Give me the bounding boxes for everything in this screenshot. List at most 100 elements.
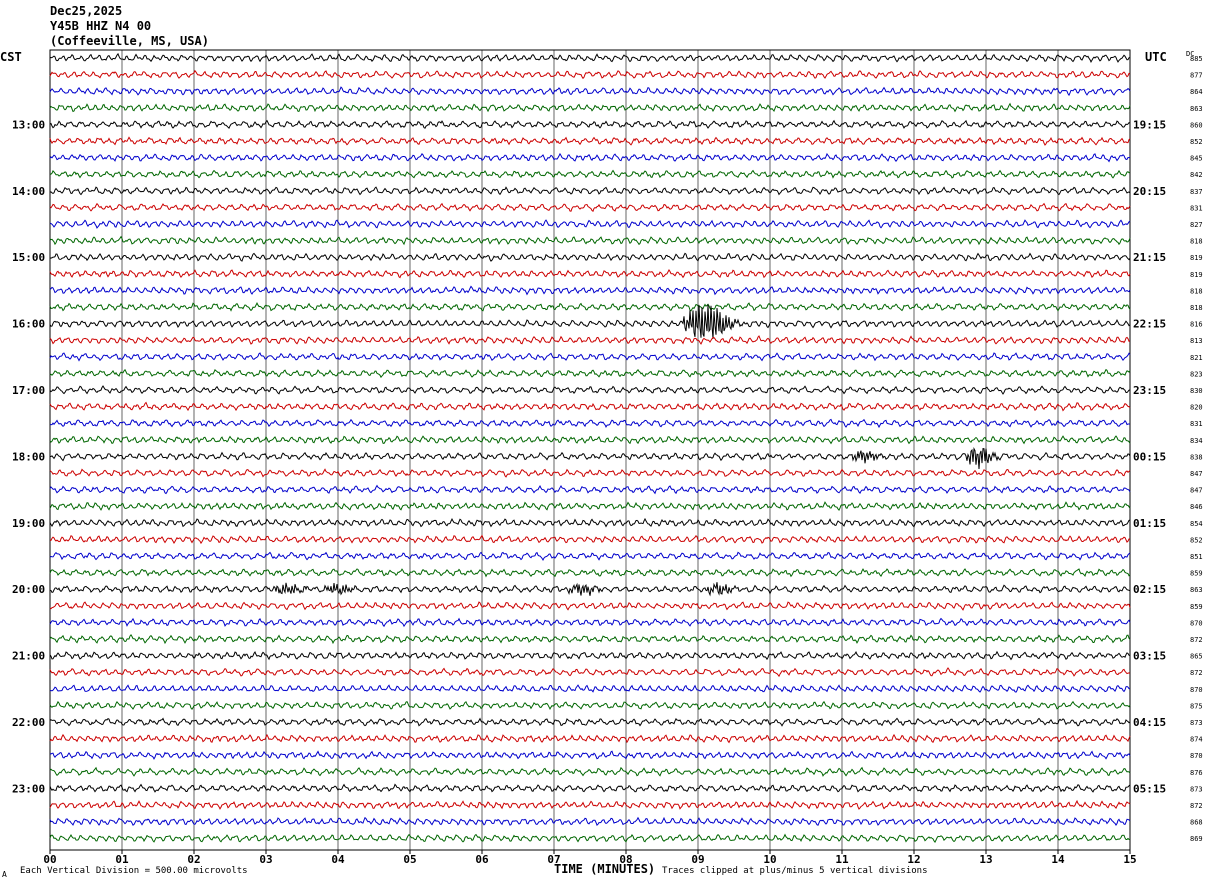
- utc-hour-label: 04:15: [1133, 716, 1166, 729]
- dc-value: 819: [1190, 271, 1203, 279]
- dc-value: 874: [1190, 736, 1203, 744]
- cst-hour-label: 17:00: [12, 384, 45, 397]
- trace-row-16: [49, 304, 1131, 339]
- dc-value: 868: [1190, 819, 1203, 827]
- dc-value: 837: [1190, 188, 1203, 196]
- trace-row-40: [49, 717, 1131, 727]
- trace-row-22: [49, 418, 1131, 429]
- dc-column-label: DC: [1186, 50, 1195, 58]
- dc-value: 865: [1190, 653, 1203, 661]
- dc-value: 818: [1190, 238, 1203, 246]
- dc-value: 869: [1190, 835, 1203, 843]
- dc-value: 845: [1190, 155, 1203, 163]
- trace-row-3: [49, 102, 1131, 113]
- trace-row-19: [49, 368, 1131, 379]
- trace-row-20: [49, 385, 1131, 395]
- dc-value: 834: [1190, 437, 1203, 445]
- dc-value: 813: [1190, 337, 1203, 345]
- x-tick-label: 10: [763, 853, 776, 866]
- trace-row-6: [49, 152, 1131, 163]
- dc-value: 847: [1190, 487, 1203, 495]
- dc-value: 873: [1190, 719, 1203, 727]
- trace-row-14: [49, 285, 1131, 296]
- trace-row-34: [49, 617, 1131, 628]
- trace-row-44: [49, 783, 1131, 793]
- x-tick-label: 02: [187, 853, 200, 866]
- station-code: Y45B HHZ N4 00: [50, 19, 152, 33]
- dc-value: 872: [1190, 669, 1203, 677]
- dc-value: 864: [1190, 88, 1203, 96]
- scale-note: Each Vertical Division = 500.00 microvol…: [20, 866, 248, 876]
- utc-hour-label: 02:15: [1133, 583, 1166, 596]
- trace-row-13: [49, 269, 1131, 279]
- utc-hour-label: 05:15: [1133, 782, 1166, 795]
- trace-row-21: [49, 401, 1131, 412]
- dc-value: 859: [1190, 570, 1203, 578]
- dc-value: 823: [1190, 370, 1203, 378]
- x-tick-label: 03: [259, 853, 272, 866]
- dc-value: 821: [1190, 354, 1203, 362]
- x-tick-label: 01: [115, 853, 129, 866]
- dc-value: 827: [1190, 221, 1203, 229]
- dc-value: 854: [1190, 520, 1203, 528]
- trace-row-12: [49, 252, 1131, 262]
- trace-row-7: [49, 169, 1131, 179]
- x-tick-label: 15: [1123, 853, 1136, 866]
- x-tick-label: 00: [43, 853, 56, 866]
- trace-row-10: [49, 219, 1131, 229]
- dc-value: 851: [1190, 553, 1203, 561]
- utc-hour-label: 19:15: [1133, 118, 1166, 131]
- dc-value: 872: [1190, 636, 1203, 644]
- trace-row-4: [49, 119, 1131, 130]
- trace-row-30: [49, 551, 1131, 562]
- x-tick-label: 14: [1051, 853, 1065, 866]
- x-axis-title: TIME (MINUTES): [554, 862, 656, 876]
- x-tick-label: 09: [691, 853, 704, 866]
- trace-row-18: [49, 352, 1131, 362]
- dc-value: 885: [1190, 55, 1203, 63]
- cst-hour-label: 16:00: [12, 318, 45, 331]
- trace-row-33: [49, 601, 1131, 611]
- dc-value: 830: [1190, 387, 1203, 395]
- trace-row-15: [49, 302, 1131, 312]
- utc-hour-label: 21:15: [1133, 251, 1166, 264]
- corner-mark: A: [2, 870, 7, 879]
- dc-value: 842: [1190, 171, 1203, 179]
- cst-hour-label: 20:00: [12, 583, 45, 596]
- dc-value: 877: [1190, 72, 1203, 80]
- clip-note: Traces clipped at plus/minus 5 vertical …: [662, 866, 928, 876]
- trace-row-5: [49, 136, 1131, 146]
- dc-value: 875: [1190, 702, 1203, 710]
- cst-hour-label: 15:00: [12, 251, 45, 264]
- dc-value: 863: [1190, 105, 1203, 113]
- x-tick-label: 12: [907, 853, 920, 866]
- x-tick-label: 08: [619, 853, 632, 866]
- dc-value: 852: [1190, 536, 1203, 544]
- utc-axis-label: UTC: [1145, 50, 1167, 64]
- cst-hour-label: 18:00: [12, 450, 45, 463]
- trace-row-35: [49, 633, 1131, 645]
- plot-frame: [49, 49, 1131, 851]
- trace-row-23: [49, 435, 1131, 445]
- trace-row-1: [49, 69, 1131, 80]
- trace-row-28: [49, 517, 1131, 528]
- trace-row-36: [49, 650, 1131, 661]
- x-tick-label: 06: [475, 853, 489, 866]
- dc-value: 820: [1190, 404, 1203, 412]
- trace-row-47: [49, 833, 1131, 843]
- cst-hour-label: 23:00: [12, 782, 45, 795]
- trace-row-0: [49, 52, 1131, 64]
- dc-value: 863: [1190, 586, 1203, 594]
- dc-value: 818: [1190, 304, 1203, 312]
- cst-hour-label: 21:00: [12, 650, 45, 663]
- trace-row-38: [49, 684, 1131, 693]
- dc-value: 852: [1190, 138, 1203, 146]
- cst-hour-label: 14:00: [12, 185, 45, 198]
- trace-row-39: [49, 700, 1131, 711]
- trace-row-24: [49, 446, 1131, 470]
- dc-value: 816: [1190, 321, 1203, 329]
- dc-value: 870: [1190, 686, 1203, 694]
- trace-row-8: [49, 186, 1131, 196]
- plot-date: Dec25,2025: [50, 4, 123, 18]
